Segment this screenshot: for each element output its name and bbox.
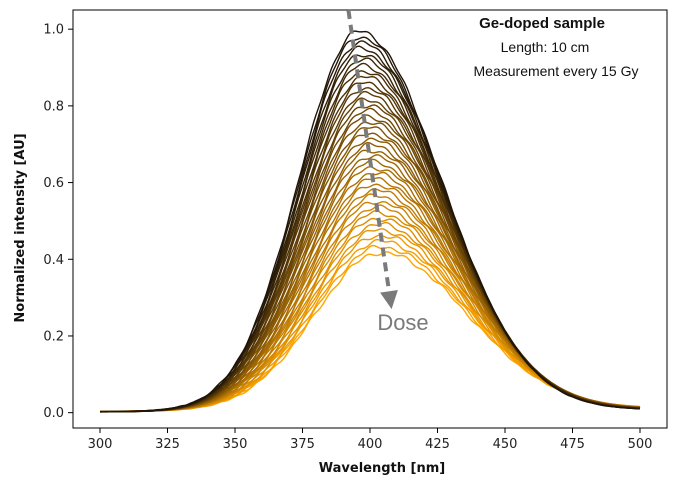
y-tick-label: 0.4	[43, 253, 64, 268]
spectrum-line	[99, 40, 641, 413]
spectrum-line	[99, 86, 641, 413]
x-tick-label: 400	[358, 437, 383, 452]
spectrum-line	[99, 238, 641, 413]
x-tick-label: 375	[290, 437, 315, 452]
spectrum-line	[99, 70, 641, 413]
spectrum-line	[99, 209, 641, 413]
spectrum-line	[99, 221, 641, 413]
dose-arrow	[346, 9, 398, 310]
y-tick-label: 0.6	[43, 176, 64, 191]
spectrum-line	[99, 193, 641, 413]
spectrum-line	[99, 30, 641, 413]
spectrum-line	[99, 183, 641, 413]
spectra-lines	[99, 30, 641, 413]
spectrum-line	[99, 200, 641, 413]
annotation-dose: Dose	[377, 310, 428, 335]
spectrum-line	[99, 234, 641, 413]
spectrum-line	[99, 176, 641, 413]
spectrum-line	[99, 90, 641, 413]
y-axis: 0.0 0.2 0.4 0.6 0.8 1.0	[43, 23, 73, 421]
annotation-sample: Ge-doped sample	[479, 15, 605, 32]
spectrum-line	[99, 204, 641, 413]
x-tick-label: 500	[628, 437, 653, 452]
x-tick-label: 475	[560, 437, 585, 452]
x-tick-label: 425	[425, 437, 450, 452]
spectrum-line	[99, 141, 641, 413]
spectrum-line	[99, 149, 641, 413]
spectrum-line	[99, 107, 641, 413]
x-axis: 300 325 350 375 400 425 450 475 500	[88, 428, 653, 452]
spectrum-line	[99, 57, 641, 413]
spectrum-line	[99, 188, 641, 413]
dose-arrow-head	[380, 290, 398, 310]
y-tick-label: 0.8	[43, 99, 64, 114]
y-tick-label: 0.0	[43, 406, 64, 421]
spectrum-line	[100, 228, 641, 413]
y-axis-label: Normalized intensity [AU]	[13, 133, 28, 322]
dose-arrow-shaft	[346, 9, 392, 292]
spectrum-line	[99, 158, 641, 413]
spectrum-line	[99, 217, 641, 413]
annotation-measurement: Measurement every 15 Gy	[474, 63, 639, 79]
x-tick-label: 450	[493, 437, 518, 452]
x-tick-label: 300	[88, 437, 113, 452]
y-tick-label: 0.2	[43, 329, 64, 344]
spectrum-line	[99, 126, 641, 413]
x-axis-label: Wavelength [nm]	[319, 461, 445, 476]
annotation-length: Length: 10 cm	[501, 39, 590, 55]
spectrum-line	[99, 132, 641, 413]
x-tick-label: 325	[155, 437, 180, 452]
y-tick-label: 1.0	[43, 23, 64, 38]
x-tick-label: 350	[223, 437, 248, 452]
spectrum-line	[99, 171, 641, 413]
